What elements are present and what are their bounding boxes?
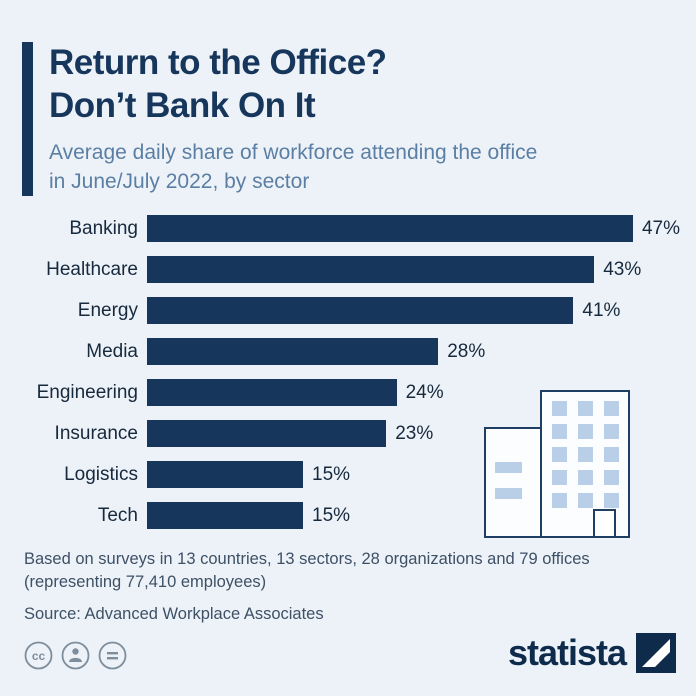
category-label: Media bbox=[86, 340, 138, 362]
subtitle-line-2: in June/July 2022, by sector bbox=[49, 169, 310, 193]
value-label: 28% bbox=[447, 340, 486, 362]
chart-row: Energy 41% bbox=[20, 290, 680, 331]
chart-row: Healthcare 43% bbox=[20, 249, 680, 290]
bar-energy bbox=[147, 297, 574, 324]
chart-row: Engineering 24% bbox=[20, 372, 680, 413]
category-label: Tech bbox=[97, 504, 138, 526]
value-label: 43% bbox=[603, 258, 642, 280]
bar-logistics bbox=[147, 461, 303, 488]
bar-banking bbox=[147, 215, 633, 242]
statista-logo-text: statista bbox=[507, 632, 627, 673]
equals-icon[interactable] bbox=[98, 641, 127, 670]
cc-icon[interactable]: cc bbox=[24, 641, 53, 670]
category-label: Banking bbox=[69, 217, 138, 239]
license-icons[interactable]: cc bbox=[24, 641, 127, 670]
category-label: Insurance bbox=[54, 422, 138, 444]
category-label: Logistics bbox=[64, 463, 138, 485]
value-label: 23% bbox=[395, 422, 434, 444]
header-text: Return to the Office? Don’t Bank On It A… bbox=[49, 42, 537, 196]
footnote: Based on surveys in 13 countries, 13 sec… bbox=[24, 548, 590, 625]
value-label: 15% bbox=[312, 463, 351, 485]
bar-insurance bbox=[147, 420, 387, 447]
category-label: Energy bbox=[77, 299, 138, 321]
bar-media bbox=[147, 338, 439, 365]
statista-logo-mark-icon bbox=[636, 633, 676, 673]
person-icon[interactable] bbox=[61, 641, 90, 670]
bar-engineering bbox=[147, 379, 397, 406]
source-line: Source: Advanced Workplace Associates bbox=[24, 604, 324, 623]
footnote-line-2: (representing 77,410 employees) bbox=[24, 572, 267, 591]
statista-logo[interactable]: statista bbox=[508, 632, 676, 674]
svg-text:cc: cc bbox=[32, 649, 46, 663]
value-label: 24% bbox=[405, 381, 444, 403]
category-label: Engineering bbox=[36, 381, 138, 403]
header: Return to the Office? Don’t Bank On It A… bbox=[22, 42, 537, 197]
bar-tech bbox=[147, 502, 303, 529]
title-line-1: Return to the Office? bbox=[49, 43, 387, 82]
title-line-2: Don’t Bank On It bbox=[49, 85, 316, 125]
footnote-line-1: Based on surveys in 13 countries, 13 sec… bbox=[24, 550, 590, 568]
page-title: Return to the Office? Don’t Bank On It bbox=[49, 42, 537, 127]
title-accent-bar bbox=[22, 42, 33, 197]
subtitle-line-1: Average daily share of workforce attendi… bbox=[49, 141, 538, 165]
chart-row: Insurance 23% bbox=[20, 413, 680, 454]
page-subtitle: Average daily share of workforce attendi… bbox=[49, 139, 537, 196]
value-label: 41% bbox=[582, 299, 621, 321]
value-label: 15% bbox=[312, 504, 351, 526]
chart-row: Logistics 15% bbox=[20, 454, 680, 495]
category-label: Healthcare bbox=[46, 258, 138, 280]
bar-chart: Banking 47% Healthcare 43% Energy 41% Me… bbox=[20, 208, 680, 536]
chart-row: Tech 15% bbox=[20, 495, 680, 536]
bar-healthcare bbox=[147, 256, 595, 283]
chart-row: Media 28% bbox=[20, 331, 680, 372]
chart-row: Banking 47% bbox=[20, 208, 680, 249]
value-label: 47% bbox=[641, 217, 680, 239]
